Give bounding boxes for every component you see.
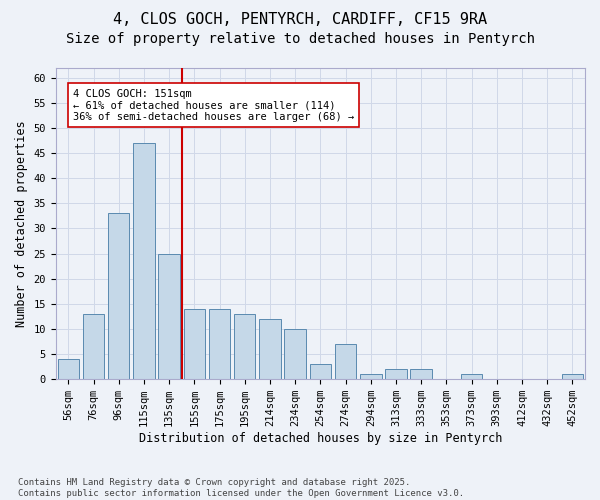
Bar	[259, 319, 281, 379]
Bar	[158, 254, 180, 379]
Text: 4, CLOS GOCH, PENTYRCH, CARDIFF, CF15 9RA: 4, CLOS GOCH, PENTYRCH, CARDIFF, CF15 9R…	[113, 12, 487, 28]
Bar	[184, 309, 205, 379]
Bar	[335, 344, 356, 379]
Bar	[133, 143, 155, 379]
Bar	[461, 374, 482, 379]
Bar	[234, 314, 256, 379]
Bar	[284, 329, 306, 379]
Text: Size of property relative to detached houses in Pentyrch: Size of property relative to detached ho…	[65, 32, 535, 46]
Y-axis label: Number of detached properties: Number of detached properties	[15, 120, 28, 326]
Bar	[410, 369, 432, 379]
Bar	[385, 369, 407, 379]
Bar	[209, 309, 230, 379]
X-axis label: Distribution of detached houses by size in Pentyrch: Distribution of detached houses by size …	[139, 432, 502, 445]
Text: Contains HM Land Registry data © Crown copyright and database right 2025.
Contai: Contains HM Land Registry data © Crown c…	[18, 478, 464, 498]
Text: 4 CLOS GOCH: 151sqm
← 61% of detached houses are smaller (114)
36% of semi-detac: 4 CLOS GOCH: 151sqm ← 61% of detached ho…	[73, 88, 354, 122]
Bar	[360, 374, 382, 379]
Bar	[562, 374, 583, 379]
Bar	[83, 314, 104, 379]
Bar	[58, 359, 79, 379]
Bar	[108, 214, 130, 379]
Bar	[310, 364, 331, 379]
